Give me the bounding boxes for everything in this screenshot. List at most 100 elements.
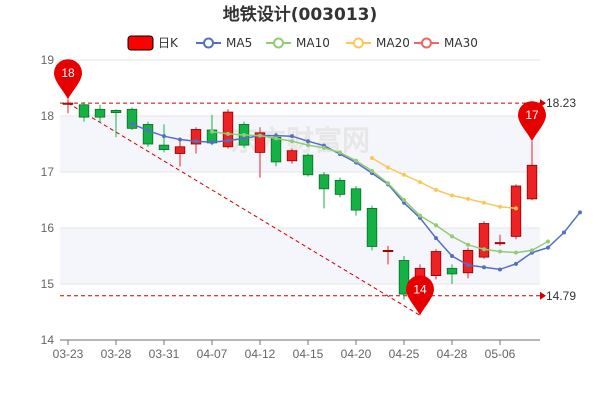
candle <box>430 249 442 280</box>
candle-body <box>126 108 138 129</box>
ma-point <box>434 236 438 241</box>
candle <box>350 186 362 216</box>
candle-body <box>398 260 410 295</box>
ma-point <box>290 139 294 144</box>
ma-point <box>466 196 470 201</box>
candle <box>94 104 106 123</box>
ma-point <box>194 139 198 144</box>
x-tick-label: 03-23 <box>53 347 84 361</box>
y-tick-label: 15 <box>41 277 55 291</box>
price-marker-pin: 14 <box>406 275 435 316</box>
ma-point <box>338 150 342 155</box>
ma-point <box>290 134 294 139</box>
ma-point <box>242 133 246 138</box>
moving-averages <box>130 121 582 272</box>
ma-point <box>498 267 502 272</box>
plot-band <box>60 228 540 284</box>
ma-point <box>386 165 390 170</box>
ma-point <box>482 247 486 252</box>
ma-point <box>498 249 502 254</box>
candle <box>366 205 378 251</box>
ma-point <box>450 254 454 258</box>
ma-point <box>322 145 326 150</box>
candle-body <box>350 188 362 211</box>
legend-item-ma20[interactable]: MA20 <box>346 36 410 50</box>
candle-body <box>446 267 458 275</box>
legend-item-ma5[interactable]: MA5 <box>196 36 252 50</box>
ma-point <box>578 210 582 215</box>
ma-point <box>226 138 230 143</box>
x-tick-label: 03-28 <box>101 347 132 361</box>
legend-label: MA30 <box>444 36 478 50</box>
ma-point <box>306 143 310 148</box>
ma-point <box>514 250 518 255</box>
ma-point <box>546 245 550 250</box>
candle <box>318 172 330 209</box>
plot-band <box>60 284 540 340</box>
plot-band <box>60 60 540 116</box>
ma-line <box>211 130 549 254</box>
legend-swatch-dot <box>273 37 284 49</box>
marker-pin-shape <box>406 275 435 316</box>
x-tick-label: 03-31 <box>149 347 180 361</box>
plot-background <box>60 60 540 340</box>
y-tick-label: 17 <box>41 165 55 179</box>
ma-point <box>514 261 518 266</box>
candle <box>158 124 170 153</box>
ma-point <box>274 136 278 141</box>
candle-body <box>382 249 394 252</box>
x-tick-label: 04-12 <box>245 347 276 361</box>
ma-point <box>482 265 486 270</box>
candle-body <box>302 154 314 176</box>
candle-body <box>158 144 170 150</box>
legend-item-ma10[interactable]: MA10 <box>266 36 330 50</box>
candle-body <box>494 242 506 245</box>
markers: 18 14 17 <box>54 59 546 316</box>
candle <box>446 264 458 284</box>
ma-point <box>242 136 246 141</box>
ma-point <box>370 156 374 160</box>
candle <box>302 153 314 177</box>
plot-band <box>60 116 540 172</box>
candle-body <box>478 223 490 258</box>
legend-item-ma30[interactable]: MA30 <box>414 36 478 50</box>
marker-label: 17 <box>525 108 539 122</box>
price-marker-pin: 18 <box>54 59 82 100</box>
candle <box>78 102 90 122</box>
candle-body <box>270 136 282 163</box>
candle <box>286 148 298 164</box>
ref-arrow <box>540 291 546 300</box>
x-tick-label: 04-15 <box>293 347 324 361</box>
candle-body <box>62 102 74 105</box>
marker-label: 18 <box>61 66 75 80</box>
legend-item-日k[interactable]: 日K <box>127 35 179 51</box>
y-tick-label: 14 <box>41 333 55 347</box>
candle-body <box>286 150 298 162</box>
candle <box>398 256 410 300</box>
legend-label: MA5 <box>226 36 252 50</box>
ma-point <box>482 200 486 205</box>
ma-point <box>210 129 214 134</box>
legend-swatch-dot <box>353 37 364 49</box>
ma-point <box>434 187 438 192</box>
candle-body <box>254 132 266 153</box>
trend-line <box>67 102 421 316</box>
x-tick-label: 04-07 <box>197 347 228 361</box>
x-tick-label: 04-28 <box>437 347 468 361</box>
y-tick-label: 16 <box>41 221 55 235</box>
legend-swatch-dot <box>421 37 432 49</box>
legend-label: MA20 <box>376 36 410 50</box>
ma-point <box>306 139 310 144</box>
ma-point <box>530 248 534 253</box>
candle <box>174 141 186 167</box>
candle-body <box>110 110 122 114</box>
ma-point <box>210 140 214 145</box>
candle-body <box>318 174 330 190</box>
ma-point <box>130 121 134 126</box>
ma-series-ma20 <box>370 156 518 211</box>
candle-body <box>366 207 378 247</box>
candle <box>478 221 490 259</box>
ma-point <box>466 262 470 267</box>
marker-pin-shape <box>54 59 82 100</box>
